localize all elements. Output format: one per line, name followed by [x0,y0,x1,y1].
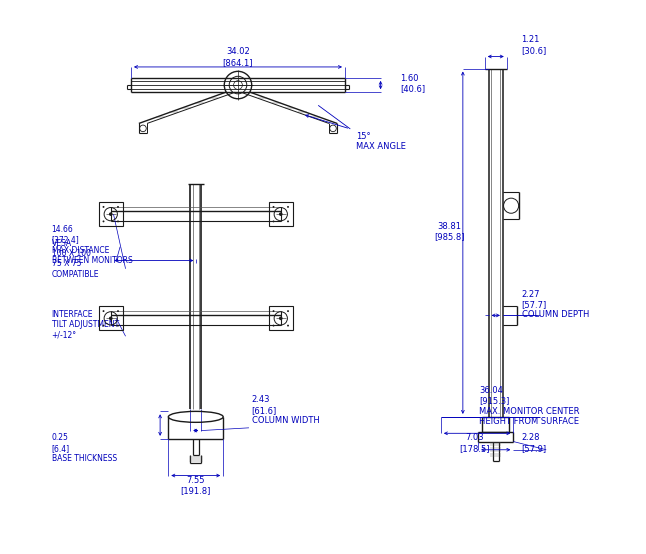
Text: 2.43
[61.6]
COLUMN WIDTH: 2.43 [61.6] COLUMN WIDTH [252,396,320,425]
Text: 0.25
[6.4]
BASE THICKNESS: 0.25 [6.4] BASE THICKNESS [52,433,117,463]
Circle shape [109,212,112,216]
Circle shape [103,220,105,222]
Bar [269,202,293,226]
Text: 1.21
[30.6]: 1.21 [30.6] [521,35,547,55]
Circle shape [117,220,119,222]
Circle shape [273,325,275,326]
Text: 34.02
[864.1]: 34.02 [864.1] [223,48,253,67]
Text: 7.03
[178.5]: 7.03 [178.5] [460,433,490,453]
Text: 38.81
[985.8]: 38.81 [985.8] [434,222,464,242]
Circle shape [103,206,105,208]
Text: 2.28
[57.9]: 2.28 [57.9] [521,433,547,453]
Text: 14.66
[372.4]
MAX DISTANCE
BETWEEN MONITORS: 14.66 [372.4] MAX DISTANCE BETWEEN MONIT… [52,225,132,265]
Text: VESA
100 X 100
75 X 75
COMPATIBLE: VESA 100 X 100 75 X 75 COMPATIBLE [52,239,99,279]
Circle shape [287,220,289,222]
Circle shape [103,310,105,312]
Bar [269,306,293,330]
Text: 2.27
[57.7]
COLUMN DEPTH: 2.27 [57.7] COLUMN DEPTH [521,290,589,319]
Text: INTERFACE
TILT ADJUSTMENT
+/-12°: INTERFACE TILT ADJUSTMENT +/-12° [52,310,119,340]
Circle shape [287,310,289,312]
Text: 1.60
[40.6]: 1.60 [40.6] [400,74,425,93]
Circle shape [279,316,282,320]
Circle shape [103,325,105,326]
Circle shape [287,325,289,326]
Bar [99,202,123,226]
Circle shape [279,212,282,216]
Circle shape [273,206,275,208]
Circle shape [273,220,275,222]
Bar [99,306,123,330]
Text: 15°
MAX ANGLE: 15° MAX ANGLE [356,132,406,151]
Text: 36.04
[915.3]
MAX. MONITOR CENTER
HEIGHT FROM SURFACE: 36.04 [915.3] MAX. MONITOR CENTER HEIGHT… [479,386,580,426]
Circle shape [117,325,119,326]
Circle shape [109,316,112,320]
Circle shape [117,310,119,312]
Circle shape [287,206,289,208]
Text: 7.55
[191.8]: 7.55 [191.8] [181,476,211,495]
Circle shape [273,310,275,312]
Circle shape [117,206,119,208]
